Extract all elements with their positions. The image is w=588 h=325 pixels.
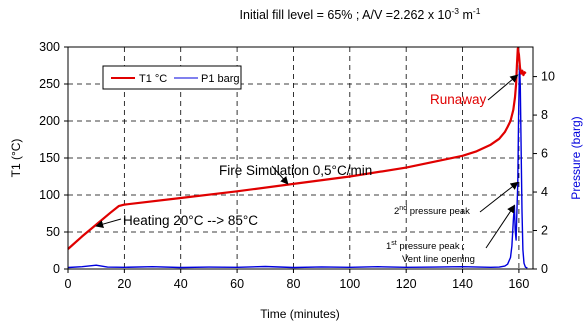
legend-box — [102, 65, 242, 90]
y-tick-label: 100 — [39, 188, 60, 202]
legend: T1 °C P1 barg — [102, 65, 242, 90]
annotation-arrow-peak1 — [485, 204, 515, 249]
y-tick-label: 50 — [46, 225, 60, 239]
series-line-p1 — [67, 62, 528, 269]
y-tick-label: 300 — [39, 40, 60, 54]
y-tick-label: 250 — [39, 77, 60, 91]
annotation-vent-line: Vent line opening — [402, 254, 475, 265]
y-tick-label: 0 — [53, 262, 60, 276]
y-tick-label: 200 — [39, 114, 60, 128]
y2-tick-label: 0 — [541, 262, 548, 276]
y-tick-label: 150 — [39, 151, 60, 165]
y-axis-title: T1 (°C) — [9, 139, 23, 178]
series-line-t1 — [67, 47, 527, 250]
chart-title: Initial fill level = 65% ; A/V =2.262 x … — [240, 6, 481, 22]
y2-tick-label: 10 — [541, 70, 555, 84]
annotation-heating: Heating 20°C --> 85°C — [123, 213, 258, 228]
x-tick-label: 100 — [339, 277, 360, 291]
y2-axis-title: Pressure (barg) — [569, 116, 583, 199]
series-layer — [67, 47, 528, 269]
x-tick-label: 80 — [287, 277, 301, 291]
x-tick-label: 60 — [230, 277, 244, 291]
annotation-arrow-runaway — [487, 74, 519, 101]
x-tick-label: 160 — [508, 277, 529, 291]
annotation-first-peak: 1st pressure peak ; — [386, 240, 465, 252]
legend-label-p1: P1 barg — [201, 73, 240, 85]
annotation-fire-simulation: Fire Simulation 0,5°C/min — [219, 163, 372, 178]
x-tick-label: 20 — [117, 277, 131, 291]
annotation-arrow-heating — [95, 218, 122, 229]
x-tick-label: 40 — [174, 277, 188, 291]
tick-layer: 0 20 40 60 80 100 120 140 160 0 50 100 150 200 250 300 0… — [39, 40, 555, 291]
x-axis-title: Time (minutes) — [260, 307, 340, 321]
y2-tick-label: 4 — [541, 185, 548, 199]
x-tick-label: 0 — [65, 277, 72, 291]
annotation-arrow-peak2 — [479, 181, 519, 213]
annotation-layer: Runaway Fire Simulation 0,5°C/min Heatin… — [95, 74, 519, 265]
y2-tick-label: 2 — [541, 224, 548, 238]
x-tick-label: 140 — [452, 277, 473, 291]
y2-tick-label: 6 — [541, 147, 548, 161]
annotation-second-peak: 2nd pressure peak — [394, 205, 470, 217]
annotation-arrow-fire — [271, 165, 289, 185]
y2-tick-label: 8 — [541, 108, 548, 122]
legend-label-t1: T1 °C — [139, 73, 167, 85]
x-tick-label: 120 — [396, 277, 417, 291]
annotation-runaway: Runaway — [430, 92, 487, 107]
